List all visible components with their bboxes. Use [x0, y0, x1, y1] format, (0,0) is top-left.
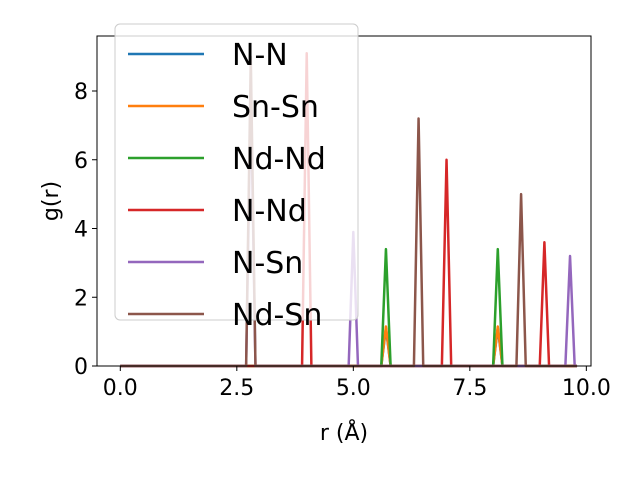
- legend: N-N Sn-Sn Nd-Nd N-Nd N-Sn Nd-Sn: [114, 23, 359, 333]
- x-tick-label: 10.0: [562, 376, 611, 401]
- y-axis-label: g(r): [39, 181, 64, 221]
- x-tick-label: 2.5: [219, 376, 254, 401]
- y-tick-label: 0: [74, 355, 88, 380]
- legend-box: [114, 23, 359, 321]
- y-tick-label: 2: [74, 286, 88, 311]
- legend-label: N-N: [232, 38, 288, 73]
- x-tick-label: 5.0: [336, 376, 371, 401]
- legend-label: Sn-Sn: [232, 90, 319, 125]
- y-axis-ticks: 0 2 4 6 8: [74, 80, 97, 380]
- legend-label: Nd-Nd: [232, 142, 326, 177]
- y-tick-label: 4: [74, 218, 88, 243]
- legend-label: Nd-Sn: [232, 298, 322, 333]
- x-axis-label: r (Å): [320, 419, 368, 446]
- legend-items: N-N Sn-Sn Nd-Nd N-Nd N-Sn Nd-Sn: [128, 38, 326, 333]
- x-axis-ticks: 0.0 2.5 5.0 7.5 10.0: [103, 366, 611, 401]
- legend-label: N-Nd: [232, 194, 307, 229]
- x-tick-label: 0.0: [103, 376, 138, 401]
- y-tick-label: 8: [74, 80, 88, 105]
- y-tick-label: 6: [74, 149, 88, 174]
- legend-label: N-Sn: [232, 246, 303, 281]
- x-tick-label: 7.5: [452, 376, 487, 401]
